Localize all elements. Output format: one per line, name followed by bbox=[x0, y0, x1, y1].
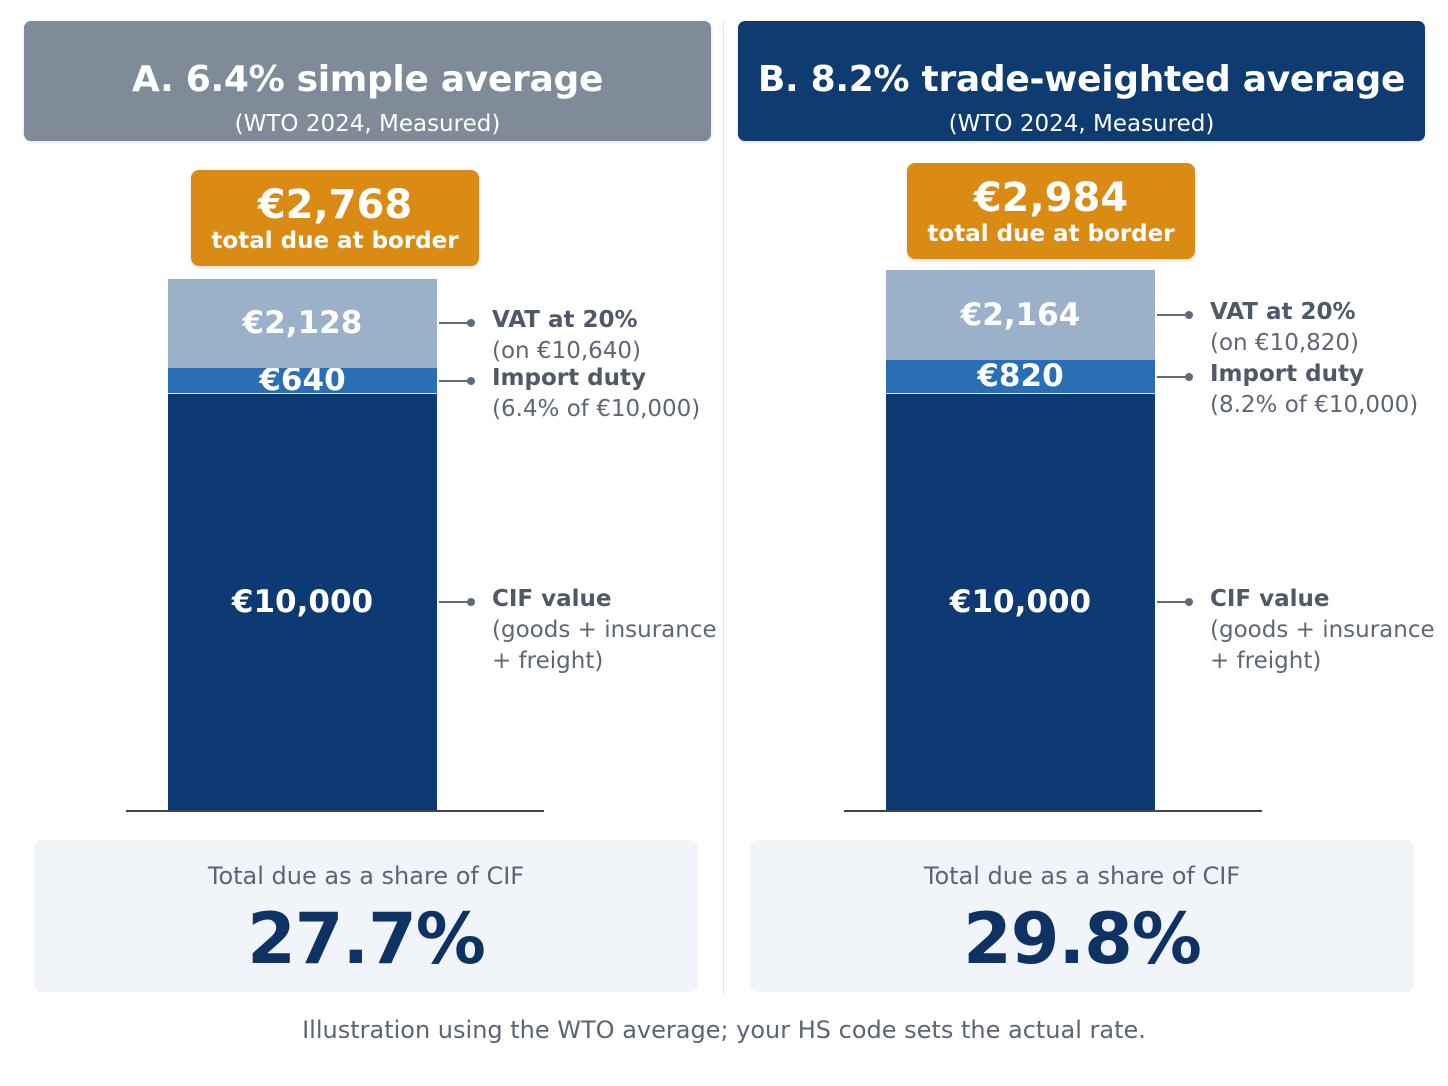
series-name: Import duty bbox=[1210, 361, 1364, 388]
series-note: (8.2% of €10,000) bbox=[1210, 392, 1419, 419]
chart-baseline bbox=[126, 810, 544, 812]
share-value: 29.8% bbox=[963, 898, 1202, 980]
panel-trade-weighted-average: B. 8.2% trade-weighted average (WTO 2024… bbox=[717, 0, 1441, 1010]
series-name: VAT at 20% bbox=[1210, 299, 1356, 325]
annotation-connector bbox=[439, 376, 475, 385]
share-value: 27.7% bbox=[247, 898, 486, 980]
panel-header: B. 8.2% trade-weighted average (WTO 2024… bbox=[738, 21, 1425, 141]
series-name: Import duty bbox=[492, 364, 646, 391]
panel-divider bbox=[723, 20, 724, 995]
panel-title: B. 8.2% trade-weighted average bbox=[757, 59, 1406, 100]
panel-subtitle: (WTO 2024, Measured) bbox=[948, 111, 1215, 137]
series-note: (on €10,820) bbox=[1210, 330, 1360, 356]
series-annotation: Import duty (8.2% of €10,000) bbox=[1210, 359, 1418, 421]
annotation-connector bbox=[439, 598, 475, 607]
segment-value-label: €820 bbox=[977, 358, 1064, 395]
chart-baseline bbox=[844, 810, 1262, 812]
segment-import-duty: €820 bbox=[886, 358, 1155, 395]
annotation-dot bbox=[467, 598, 475, 607]
series-annotation: VAT at 20% (on €10,820) bbox=[1210, 297, 1359, 359]
total-due-callout: €2,984 total due at border bbox=[907, 163, 1195, 259]
annotation-connector bbox=[1157, 598, 1193, 607]
segment-value-label: €10,000 bbox=[949, 584, 1092, 621]
total-due-label: total due at border bbox=[211, 228, 459, 254]
series-annotation: CIF value (goods + insurance + freight) bbox=[492, 584, 717, 677]
series-annotation: CIF value (goods + insurance + freight) bbox=[1210, 584, 1435, 677]
panel-simple-average: A. 6.4% simple average (WTO 2024, Measur… bbox=[0, 0, 724, 1010]
series-name: CIF value bbox=[1210, 586, 1330, 613]
segment-value-label: €2,164 bbox=[960, 297, 1081, 333]
share-of-cif-box: Total due as a share of CIF 27.7% bbox=[34, 840, 698, 992]
segment-cif: €10,000 bbox=[168, 394, 437, 810]
segment-value-label: €10,000 bbox=[231, 584, 374, 621]
series-note: (6.4% of €10,000) bbox=[492, 395, 701, 422]
segment-value-label: €640 bbox=[259, 361, 346, 398]
series-note: + freight) bbox=[1210, 648, 1322, 675]
stacked-bar: €10,000 €640 €2,128 bbox=[168, 279, 437, 810]
annotation-dot bbox=[467, 376, 475, 385]
annotation-dot bbox=[1185, 373, 1193, 382]
segment-value-label: €2,128 bbox=[242, 305, 363, 342]
segment-vat: €2,164 bbox=[886, 270, 1155, 360]
total-due-amount: €2,768 bbox=[257, 182, 413, 228]
total-due-amount: €2,984 bbox=[973, 175, 1129, 221]
panel-title: A. 6.4% simple average bbox=[131, 59, 604, 100]
series-name: VAT at 20% bbox=[492, 307, 638, 334]
panel-header: A. 6.4% simple average (WTO 2024, Measur… bbox=[24, 21, 711, 141]
share-label: Total due as a share of CIF bbox=[207, 862, 525, 890]
series-annotation: VAT at 20% (on €10,640) bbox=[492, 305, 641, 367]
annotation-connector bbox=[1157, 311, 1193, 319]
series-note: (goods + insurance bbox=[492, 617, 717, 644]
series-note: (goods + insurance bbox=[1210, 617, 1435, 644]
segment-cif: €10,000 bbox=[886, 394, 1155, 810]
segment-vat: €2,128 bbox=[168, 279, 437, 368]
panel-subtitle: (WTO 2024, Measured) bbox=[234, 111, 501, 137]
share-label: Total due as a share of CIF bbox=[923, 862, 1241, 890]
series-note: (on €10,640) bbox=[492, 338, 642, 365]
footnote: Illustration using the WTO average; your… bbox=[302, 1016, 1146, 1044]
total-due-label: total due at border bbox=[927, 221, 1175, 247]
annotation-connector bbox=[439, 319, 475, 328]
series-annotation: Import duty (6.4% of €10,000) bbox=[492, 363, 700, 425]
segment-import-duty: €640 bbox=[168, 362, 437, 398]
series-note: + freight) bbox=[492, 648, 604, 675]
total-due-callout: €2,768 total due at border bbox=[191, 170, 479, 266]
annotation-dot bbox=[1185, 598, 1193, 607]
share-of-cif-box: Total due as a share of CIF 29.8% bbox=[750, 840, 1414, 992]
annotation-dot bbox=[467, 319, 475, 328]
stacked-bar: €10,000 €820 €2,164 bbox=[886, 270, 1155, 810]
annotation-dot bbox=[1185, 311, 1193, 319]
annotation-connector bbox=[1157, 373, 1193, 382]
series-name: CIF value bbox=[492, 586, 612, 613]
